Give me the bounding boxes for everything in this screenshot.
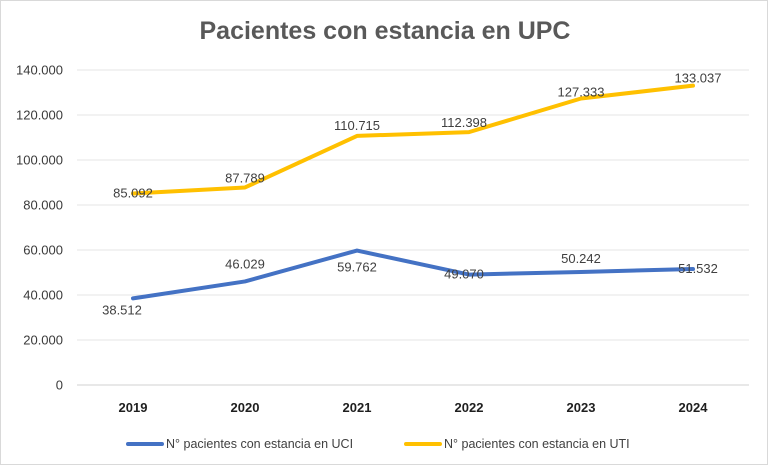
y-tick-label: 20.000 bbox=[23, 333, 63, 348]
series-line-uti bbox=[131, 83, 695, 196]
data-label: 87.789 bbox=[225, 170, 265, 185]
y-tick-label: 0 bbox=[56, 378, 63, 393]
data-label: 49.070 bbox=[444, 267, 484, 282]
y-tick-label: 100.000 bbox=[16, 153, 63, 168]
series-line-uci bbox=[131, 248, 695, 301]
data-label: 51.532 bbox=[678, 261, 718, 276]
y-tick-label: 140.000 bbox=[16, 63, 63, 78]
x-tick-label: 2021 bbox=[343, 400, 372, 415]
x-tick-label: 2020 bbox=[231, 400, 260, 415]
y-tick-label: 60.000 bbox=[23, 243, 63, 258]
data-label: 127.333 bbox=[558, 85, 605, 100]
y-axis-ticks: 0 20.000 40.000 60.000 80.000 100.000 120.000 1… bbox=[16, 63, 63, 393]
data-label: 110.715 bbox=[334, 118, 380, 133]
y-tick-label: 40.000 bbox=[23, 288, 63, 303]
legend-label: N° pacientes con estancia en UCI bbox=[166, 437, 353, 451]
x-tick-label: 2019 bbox=[119, 400, 148, 415]
x-tick-label: 2024 bbox=[679, 400, 709, 415]
y-tick-label: 120.000 bbox=[16, 108, 63, 123]
legend-label: N° pacientes con estancia en UTI bbox=[444, 437, 630, 451]
y-tick-label: 80.000 bbox=[23, 198, 63, 213]
series-lines bbox=[131, 83, 695, 301]
legend: N° pacientes con estancia en UCI N° pacie… bbox=[126, 437, 630, 451]
chart-title: Pacientes con estancia en UPC bbox=[199, 17, 571, 45]
gridlines bbox=[77, 69, 749, 386]
data-label: 38.512 bbox=[102, 302, 142, 317]
x-axis-ticks: 2019 2020 2021 2022 2023 2024 bbox=[119, 400, 709, 415]
x-tick-label: 2022 bbox=[455, 400, 484, 415]
data-label: 59.762 bbox=[337, 260, 377, 275]
data-labels: 38.512 46.029 59.762 49.070 50.242 51.532 85.0… bbox=[102, 71, 721, 318]
data-label: 46.029 bbox=[225, 256, 265, 271]
data-label: 133.037 bbox=[675, 71, 722, 86]
x-tick-label: 2023 bbox=[567, 400, 596, 415]
data-label: 112.398 bbox=[441, 115, 487, 130]
data-label: 50.242 bbox=[561, 251, 601, 266]
data-label: 85.092 bbox=[113, 186, 153, 201]
